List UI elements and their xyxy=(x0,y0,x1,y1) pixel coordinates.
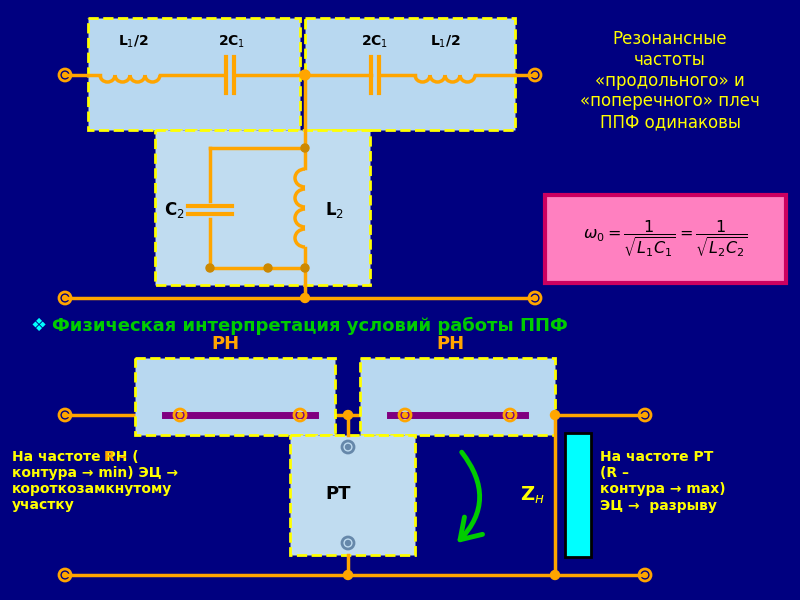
Text: короткозамкнутому: короткозамкнутому xyxy=(12,482,172,496)
FancyBboxPatch shape xyxy=(565,433,591,557)
Circle shape xyxy=(550,571,559,580)
Text: На частоте РН (: На частоте РН ( xyxy=(12,450,138,464)
FancyBboxPatch shape xyxy=(135,358,335,435)
FancyBboxPatch shape xyxy=(305,18,515,130)
Circle shape xyxy=(206,264,214,272)
Text: участку: участку xyxy=(12,498,74,512)
Circle shape xyxy=(301,264,309,272)
Text: 2C$_1$: 2C$_1$ xyxy=(218,34,246,50)
FancyArrowPatch shape xyxy=(460,452,482,540)
Text: $\omega_0 = \dfrac{1}{\sqrt{L_1C_1}} = \dfrac{1}{\sqrt{L_2C_2}}$: $\omega_0 = \dfrac{1}{\sqrt{L_1C_1}} = \… xyxy=(583,218,748,259)
Circle shape xyxy=(346,445,350,449)
Text: Z$_н$: Z$_н$ xyxy=(520,484,545,506)
Circle shape xyxy=(298,413,302,418)
Circle shape xyxy=(533,295,538,301)
Circle shape xyxy=(343,571,353,580)
Text: 2C$_1$: 2C$_1$ xyxy=(362,34,389,50)
Circle shape xyxy=(301,144,309,152)
Circle shape xyxy=(642,413,647,418)
Circle shape xyxy=(301,293,310,302)
Text: РТ: РТ xyxy=(325,485,350,503)
FancyBboxPatch shape xyxy=(545,195,786,283)
Circle shape xyxy=(62,413,67,418)
Circle shape xyxy=(264,264,272,272)
Text: На частоте РТ
(R –
контура → max)
ЭЦ →  разрыву: На частоте РТ (R – контура → max) ЭЦ → р… xyxy=(600,450,726,512)
Circle shape xyxy=(507,413,513,418)
Text: контура → min) ЭЦ →: контура → min) ЭЦ → xyxy=(12,466,178,480)
Text: РН: РН xyxy=(436,335,464,353)
Circle shape xyxy=(300,70,310,80)
Circle shape xyxy=(178,413,182,418)
Text: L$_1$/2: L$_1$/2 xyxy=(430,34,460,50)
Text: L$_1$/2: L$_1$/2 xyxy=(118,34,148,50)
Circle shape xyxy=(62,295,67,301)
Text: R –: R – xyxy=(104,450,126,464)
FancyBboxPatch shape xyxy=(88,18,300,130)
Circle shape xyxy=(550,410,559,419)
Text: ❖: ❖ xyxy=(30,317,46,335)
Text: C$_2$: C$_2$ xyxy=(164,200,185,220)
Circle shape xyxy=(346,541,350,545)
Circle shape xyxy=(62,73,67,77)
Text: РН: РН xyxy=(211,335,239,353)
Text: Резонансные
частоты
«продольного» и
«поперечного» плеч
ППФ одинаковы: Резонансные частоты «продольного» и «поп… xyxy=(580,30,760,131)
FancyBboxPatch shape xyxy=(155,130,370,285)
FancyBboxPatch shape xyxy=(290,435,415,555)
Circle shape xyxy=(62,572,67,577)
Text: L$_2$: L$_2$ xyxy=(325,200,344,220)
Circle shape xyxy=(343,410,353,419)
Circle shape xyxy=(642,572,647,577)
Text: Физическая интерпретация условий работы ППФ: Физическая интерпретация условий работы … xyxy=(52,317,568,335)
Circle shape xyxy=(533,73,538,77)
FancyBboxPatch shape xyxy=(360,358,555,435)
Circle shape xyxy=(402,413,407,418)
